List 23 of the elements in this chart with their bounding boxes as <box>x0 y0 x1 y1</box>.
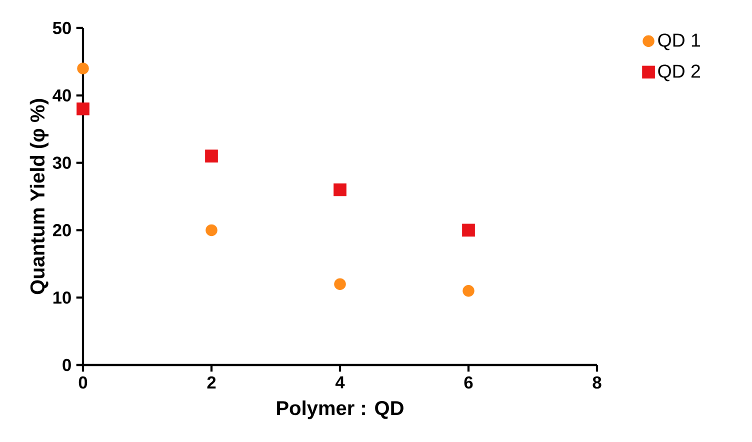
point <box>462 224 475 237</box>
point <box>462 284 474 297</box>
point <box>334 278 346 290</box>
point <box>76 102 90 116</box>
point <box>77 62 89 74</box>
y-tick-label: 20 <box>52 224 71 236</box>
x-axis-title: Polymer : QD <box>277 400 404 420</box>
point <box>206 224 218 236</box>
y-tick-label: 40 <box>52 89 71 102</box>
y-tick-label: 30 <box>52 156 71 169</box>
y-tick-label: 0 <box>62 358 71 372</box>
legend-label: QD 1 <box>658 34 700 50</box>
point <box>334 183 346 196</box>
legend-label: QD 2 <box>658 64 700 82</box>
point <box>205 150 218 162</box>
x-tick-label: 6 <box>464 376 473 389</box>
y-tick-label: 10 <box>53 291 71 304</box>
x-tick-label: 4 <box>335 376 345 388</box>
x-tick-label: 8 <box>592 376 602 389</box>
x-tick-label: 2 <box>207 376 216 388</box>
x-tick-label: 0 <box>78 376 88 389</box>
y-axis-title: Quantum Yield (φ %) <box>30 99 49 294</box>
y-tick-label: 50 <box>52 22 71 34</box>
